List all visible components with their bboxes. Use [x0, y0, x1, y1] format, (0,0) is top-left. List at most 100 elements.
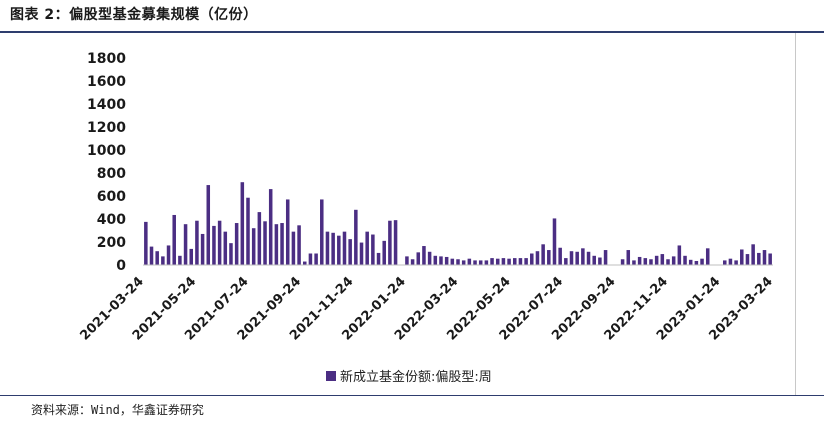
bar: [325, 231, 330, 265]
bar: [274, 224, 279, 265]
bar: [246, 197, 250, 265]
bar: [507, 258, 511, 265]
bar: [297, 225, 301, 265]
bar: [694, 260, 699, 265]
bar: [768, 253, 772, 265]
bar: [530, 253, 534, 265]
bar: [513, 258, 517, 265]
legend-label: 新成立基金份额:偏股型:周: [340, 370, 492, 385]
y-tick-label: 1400: [87, 97, 126, 113]
bar: [547, 250, 551, 265]
y-tick-label: 0: [116, 258, 126, 274]
bar: [212, 225, 216, 265]
bar: [166, 245, 171, 265]
bar: [393, 220, 398, 265]
bar: [416, 252, 421, 265]
bar: [223, 231, 228, 265]
bar: [456, 259, 460, 265]
top-rule: [0, 31, 824, 33]
bar: [183, 224, 188, 265]
bar: [427, 251, 432, 265]
bar: [569, 251, 574, 265]
bar: [195, 220, 199, 265]
bar: [757, 252, 761, 265]
bar: [632, 260, 636, 265]
bar: [637, 256, 642, 265]
bar: [331, 232, 335, 265]
bar: [558, 247, 562, 265]
bar: [422, 246, 426, 265]
bar: [705, 248, 710, 265]
y-tick-label: 1200: [87, 120, 126, 136]
bar: [376, 252, 381, 265]
bar: [189, 248, 193, 265]
bar: [433, 255, 438, 265]
bar: [490, 258, 494, 265]
bar: [592, 255, 596, 265]
bar: [359, 242, 364, 265]
bar: [172, 214, 176, 265]
bar: [677, 245, 682, 265]
bar: [161, 256, 165, 266]
bar: [598, 257, 602, 265]
legend: 新成立基金份额:偏股型:周: [326, 366, 492, 385]
bar: [268, 189, 273, 265]
bar: [467, 258, 472, 265]
bar: [654, 255, 659, 265]
bar: [240, 182, 245, 265]
y-tick-label: 600: [97, 189, 126, 205]
bar: [263, 221, 267, 265]
bar: [382, 240, 386, 265]
bar: [314, 253, 318, 265]
bar: [660, 254, 665, 265]
bar: [155, 251, 159, 265]
y-tick-label: 1000: [87, 143, 126, 159]
bar: [495, 258, 500, 265]
bar: [620, 259, 625, 265]
bar: [285, 199, 290, 265]
bar: [144, 221, 148, 266]
bar: [762, 250, 767, 265]
bar: [342, 231, 347, 265]
bar: [745, 254, 750, 265]
bar: [291, 231, 296, 265]
bar: [149, 246, 154, 265]
bar: [484, 260, 489, 265]
bar: [666, 259, 670, 265]
bar: [450, 258, 455, 265]
bar: [734, 260, 738, 265]
bar: [581, 248, 585, 265]
bar: [229, 243, 233, 265]
source-note: 资料来源：Wind，华鑫证券研究: [31, 403, 204, 417]
bar: [439, 256, 443, 266]
y-tick-label: 200: [97, 235, 126, 251]
bar: [461, 260, 466, 265]
y-tick-label: 400: [97, 212, 126, 228]
bar: [365, 231, 369, 265]
bar: [206, 185, 211, 265]
bar: [586, 251, 591, 265]
bar: [575, 251, 579, 265]
bar: [603, 250, 608, 265]
bar: [688, 259, 693, 265]
bar: [541, 244, 545, 265]
bar: [337, 235, 341, 265]
bar: [751, 244, 755, 265]
bar: [251, 228, 256, 265]
bar: [564, 258, 568, 265]
bar: [728, 258, 733, 265]
bar: [671, 256, 676, 266]
bar: [473, 260, 477, 265]
bar: [320, 199, 324, 265]
bar: [303, 261, 307, 265]
bar: [405, 256, 409, 266]
bar: [371, 234, 375, 265]
bar: [354, 209, 358, 265]
bar: [535, 251, 540, 265]
figure-title: 图表 2：偏股型基金募集规模（亿份）: [10, 7, 258, 23]
y-tick-label: 1600: [87, 74, 126, 90]
bar: [257, 212, 262, 265]
bar: [524, 258, 528, 265]
bar: [178, 255, 182, 265]
bottom-rule: [0, 395, 824, 396]
